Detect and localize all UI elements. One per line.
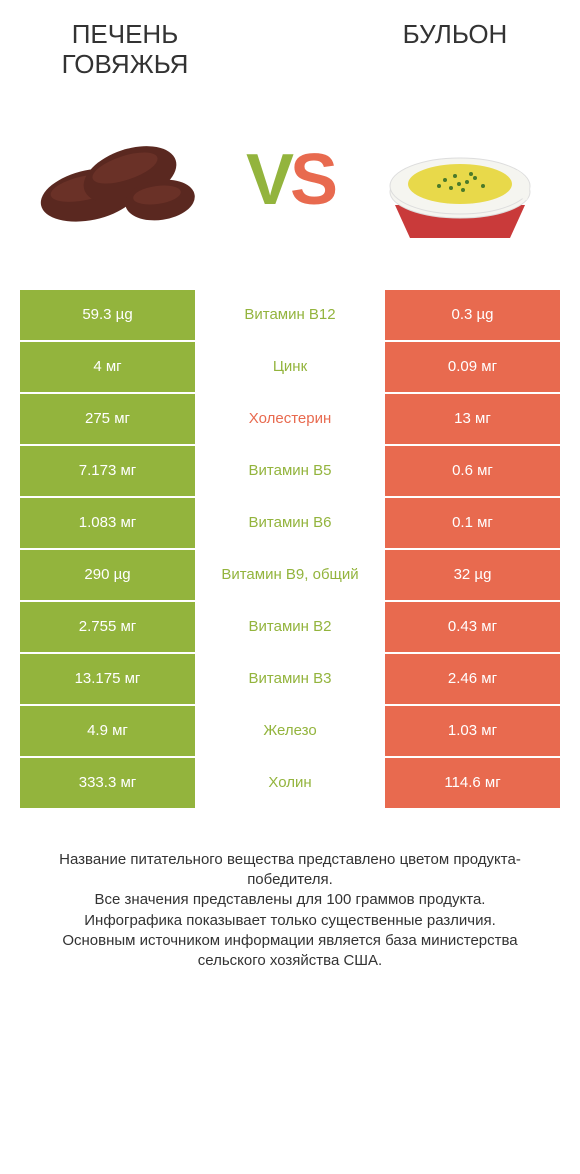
broth-image [360, 110, 560, 250]
value-left: 4.9 мг [20, 706, 195, 756]
footer-l4: Основным источником информации является … [30, 931, 550, 972]
value-right: 114.6 мг [385, 758, 560, 808]
value-right: 2.46 мг [385, 654, 560, 704]
value-right: 0.1 мг [385, 498, 560, 548]
value-right: 32 µg [385, 550, 560, 600]
header-spacer [230, 20, 350, 80]
table-row: 7.173 мгВитамин B50.6 мг [20, 446, 560, 496]
footer-l1: Название питательного вещества представл… [30, 850, 550, 891]
table-row: 2.755 мгВитамин B20.43 мг [20, 602, 560, 652]
table-row: 333.3 мгХолин114.6 мг [20, 758, 560, 808]
value-right: 0.09 мг [385, 342, 560, 392]
images-row: VS [0, 80, 580, 290]
table-row: 4.9 мгЖелезо1.03 мг [20, 706, 560, 756]
footer-text: Название питательного вещества представл… [0, 810, 580, 972]
footer-l3: Инфографика показывает только существенн… [30, 911, 550, 931]
footer-l2: Все значения представлены для 100 граммо… [30, 890, 550, 910]
nutrient-table: 59.3 µgВитамин B120.3 µg4 мгЦинк0.09 мг2… [0, 290, 580, 808]
value-right: 0.3 µg [385, 290, 560, 340]
value-left: 4 мг [20, 342, 195, 392]
header: ПЕЧЕНЬ ГОВЯЖЬЯ БУЛЬОН [0, 0, 580, 80]
table-row: 1.083 мгВитамин B60.1 мг [20, 498, 560, 548]
table-row: 13.175 мгВитамин B32.46 мг [20, 654, 560, 704]
vs-label: VS [230, 139, 350, 221]
value-left: 13.175 мг [20, 654, 195, 704]
value-right: 1.03 мг [385, 706, 560, 756]
title-right: БУЛЬОН [350, 20, 560, 80]
table-row: 4 мгЦинк0.09 мг [20, 342, 560, 392]
nutrient-label: Цинк [195, 342, 385, 392]
nutrient-label: Витамин B12 [195, 290, 385, 340]
value-right: 0.6 мг [385, 446, 560, 496]
value-left: 59.3 µg [20, 290, 195, 340]
nutrient-label: Витамин B9, общий [195, 550, 385, 600]
value-right: 13 мг [385, 394, 560, 444]
vs-v: V [246, 140, 290, 220]
liver-image [20, 120, 220, 240]
title-left: ПЕЧЕНЬ ГОВЯЖЬЯ [20, 20, 230, 80]
value-right: 0.43 мг [385, 602, 560, 652]
nutrient-label: Железо [195, 706, 385, 756]
value-left: 290 µg [20, 550, 195, 600]
table-row: 59.3 µgВитамин B120.3 µg [20, 290, 560, 340]
nutrient-label: Витамин B2 [195, 602, 385, 652]
nutrient-label: Холестерин [195, 394, 385, 444]
value-left: 7.173 мг [20, 446, 195, 496]
nutrient-label: Витамин B6 [195, 498, 385, 548]
value-left: 1.083 мг [20, 498, 195, 548]
vs-s: S [290, 140, 334, 220]
value-left: 2.755 мг [20, 602, 195, 652]
nutrient-label: Витамин B3 [195, 654, 385, 704]
table-row: 275 мгХолестерин13 мг [20, 394, 560, 444]
nutrient-label: Холин [195, 758, 385, 808]
value-left: 275 мг [20, 394, 195, 444]
value-left: 333.3 мг [20, 758, 195, 808]
nutrient-label: Витамин B5 [195, 446, 385, 496]
table-row: 290 µgВитамин B9, общий32 µg [20, 550, 560, 600]
